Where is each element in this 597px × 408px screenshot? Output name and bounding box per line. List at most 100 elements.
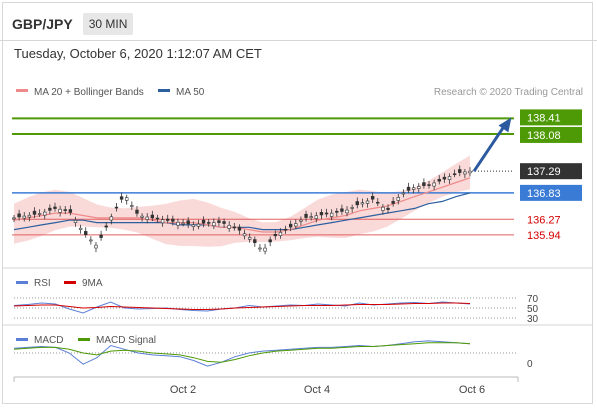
macd-panel: MACD MACD Signal 0 [13,335,533,370]
candle-body [43,211,47,216]
pivot-tag-bg [520,184,582,201]
resistance-2-tag-bg [520,126,582,143]
rsi-ma-line [13,302,471,310]
ma50-legend-label: MA 50 [176,87,205,98]
macd-signal-line [13,342,471,363]
candle-body [94,244,98,249]
candle-body [125,197,129,201]
candle-body [114,206,119,209]
candle-body [48,207,52,211]
candle-body [78,227,83,230]
resistance-2-tag: 138.08 [520,126,582,143]
candle-body [350,207,354,209]
ma20-legend-label: MA 20 + Bollinger Bands [34,87,144,98]
last-price-tag-bg [520,163,582,180]
rsi-ma-legend-swatch [64,281,76,284]
price-candles [12,165,472,255]
bollinger-band [14,155,470,247]
candle-body [181,222,185,225]
ma50-legend-swatch [158,89,170,92]
pivot-value: 136.83 [527,188,561,200]
rsi-legend-swatch [16,281,28,284]
candle-body [196,223,201,227]
candle-body [232,226,237,229]
candle-body [145,216,149,220]
candle-body [273,233,278,237]
candle-body [68,209,73,213]
chart-header: GBP/JPY 30 MIN [12,13,134,35]
candle-body [309,216,313,218]
candle-body [422,182,426,186]
candle-body [212,222,216,227]
candle-body [314,215,318,219]
pivot-tag: 136.83 [520,184,582,201]
candle-body [227,224,231,229]
candle-body [258,247,262,250]
candle-body [283,228,288,231]
candle-body [58,208,62,213]
macd-signal-legend-label: MACD Signal [96,335,156,346]
rsi-tick-50: 50 [527,304,539,315]
macd-tick-0: 0 [527,359,533,370]
candle-body [130,205,134,207]
candle-body [447,176,452,180]
candle-body [386,207,390,210]
candle-body [32,210,37,215]
candle-body [381,206,385,211]
candle-body [324,212,329,215]
candle-body [63,209,67,211]
candle-body [345,209,349,214]
macd-legend-label: MACD [34,335,63,346]
candle-body [452,173,457,176]
candle-body [135,209,139,214]
candle-body [206,222,211,224]
candle-body [294,223,298,227]
candle-body [335,210,339,213]
candle-body [299,219,303,222]
candle-body [191,224,196,227]
candle-body [119,196,124,200]
candle-body [155,217,160,220]
candle-body [417,186,421,189]
candle-body [201,219,206,224]
candle-body [242,233,247,237]
candle-body [288,223,293,228]
candle-body [27,214,32,218]
last-price-value: 137.29 [527,166,561,178]
candle-body [104,225,108,228]
resistance-1-tag: 138.41 [520,109,582,126]
candle-body [365,200,370,204]
rsi-tick-70: 70 [527,294,539,305]
candle-body [160,219,165,224]
forecast-arrow-head [498,117,512,133]
candle-body [263,247,267,252]
candle-body [171,218,175,222]
candle-body [340,208,344,212]
candle-body [411,187,416,190]
candle-body [468,170,472,174]
symbol-label[interactable]: GBP/JPY [12,16,73,32]
candle-body [268,239,272,243]
candle-body [109,216,114,221]
resistance-2-value: 138.08 [527,130,561,142]
ma50-line [13,192,471,231]
candle-body [432,182,436,187]
candle-body [176,221,180,226]
candle-body [186,220,190,225]
x-tick-oct2: Oct 2 [170,384,196,396]
timestamp: Tuesday, October 6, 2020 1:12:07 AM CET [14,46,262,61]
candle-body [278,232,283,236]
forecast-arrow [472,125,506,173]
candle-body [99,234,103,238]
candle-body [12,217,16,220]
interval-button[interactable]: 30 MIN [82,13,134,35]
support-2-value: 135.94 [527,230,561,242]
candle-body [370,196,375,200]
candle-body [237,226,242,231]
candle-body [166,218,170,221]
candle-body [73,220,78,224]
resistance-1-value: 138.41 [527,112,561,124]
support-1-value: 136.27 [527,214,561,226]
candle-body [150,214,155,219]
candle-body [463,171,467,175]
